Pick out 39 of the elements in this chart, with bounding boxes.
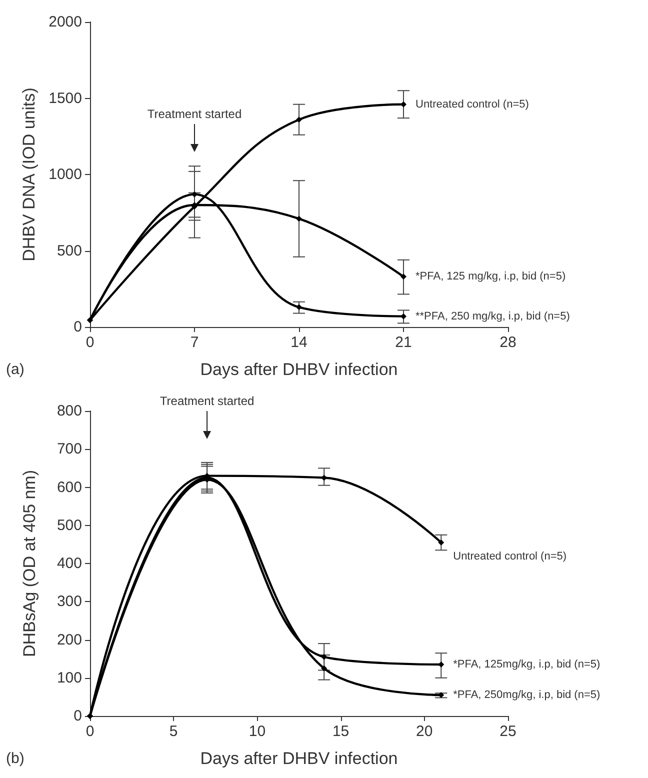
x-tick-label: 21 <box>395 334 412 351</box>
series-label: Untreated control (n=5) <box>416 98 529 110</box>
x-tick-label: 25 <box>500 723 516 740</box>
series-label: *PFA, 250mg/kg, i.p, bid (n=5) <box>453 689 600 702</box>
y-tick-label: 0 <box>74 708 82 724</box>
x-tick-label: 15 <box>332 723 350 740</box>
y-tick-label: 400 <box>56 555 82 572</box>
annotation: Treatment started <box>147 107 242 121</box>
x-tick-label: 5 <box>169 723 178 740</box>
y-tick-label: 100 <box>56 669 82 686</box>
x-tick-label: 14 <box>290 334 308 351</box>
series-label: *PFA, 125mg/kg, i.p, bid (n=5) <box>453 658 600 671</box>
y-axis-title: DHBsAg (OD at 405 nm) <box>20 470 39 658</box>
series-label: Untreated control (n=5) <box>453 550 567 563</box>
y-tick-label: 0 <box>74 318 82 336</box>
y-tick-label: 600 <box>56 478 82 496</box>
y-tick-label: 500 <box>56 516 82 534</box>
y-axis-title: DHBV DNA (IOD units) <box>20 88 39 262</box>
y-tick-label: 500 <box>56 242 82 260</box>
y-tick-label: 1500 <box>48 90 82 107</box>
y-tick-label: 1000 <box>48 166 82 183</box>
text: (b) <box>6 750 24 767</box>
y-tick-label: 700 <box>56 440 82 458</box>
text: (a) <box>6 361 24 378</box>
x-tick-label: 0 <box>86 723 94 740</box>
x-tick-label: 28 <box>500 334 516 351</box>
y-tick-label: 300 <box>56 593 82 610</box>
y-tick-label: 800 <box>56 402 82 420</box>
x-axis-title: Days after DHBV infection <box>200 749 398 768</box>
x-tick-label: 0 <box>86 334 94 351</box>
x-tick-label: 20 <box>416 723 433 740</box>
x-tick-label: 10 <box>248 723 266 740</box>
series-label: **PFA, 250 mg/kg, i.p, bid (n=5) <box>416 310 570 322</box>
y-tick-label: 2000 <box>48 14 82 30</box>
series-label: *PFA, 125 mg/kg, i.p, bid (n=5) <box>416 270 566 283</box>
text: Treatment started <box>160 394 254 408</box>
x-tick-label: 7 <box>190 334 199 351</box>
x-axis-title: Days after DHBV infection <box>200 360 398 379</box>
y-tick-label: 200 <box>56 631 82 648</box>
